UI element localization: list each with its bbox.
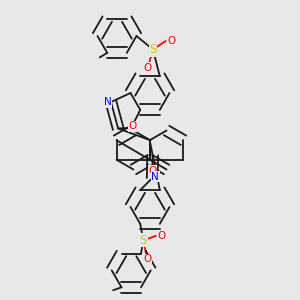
Text: N: N bbox=[104, 97, 112, 107]
Text: O: O bbox=[167, 36, 176, 46]
Text: S: S bbox=[149, 43, 157, 56]
Text: O: O bbox=[158, 231, 166, 241]
Text: N: N bbox=[152, 172, 159, 182]
Text: O: O bbox=[129, 122, 137, 131]
Text: O: O bbox=[144, 254, 152, 264]
Text: S: S bbox=[140, 234, 147, 247]
Text: O: O bbox=[148, 166, 156, 176]
Text: O: O bbox=[144, 62, 152, 73]
